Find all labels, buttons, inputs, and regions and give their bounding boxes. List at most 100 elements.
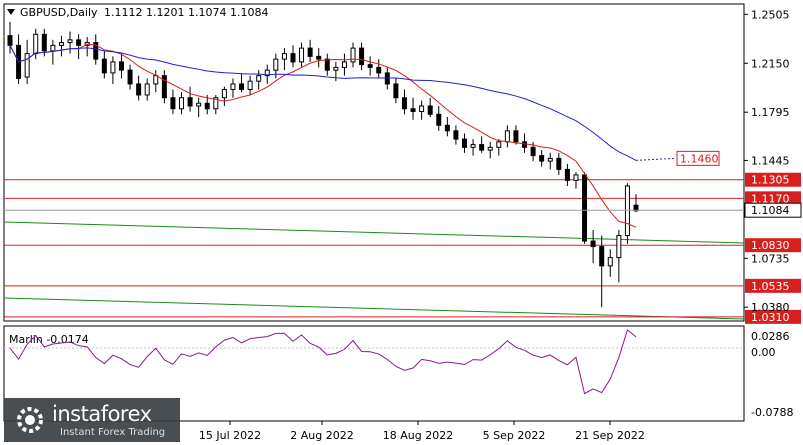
indicator-panel-frame	[3, 325, 745, 422]
x-tick-label-2: 18 Aug 2022	[383, 429, 453, 442]
candle-body	[616, 235, 622, 259]
candle-body	[547, 157, 553, 162]
candle-body	[333, 66, 339, 71]
indicator-line	[9, 329, 637, 395]
indicator-tick-zero: 0.00	[751, 346, 776, 359]
candle-body	[624, 185, 630, 237]
candle-body	[170, 97, 176, 110]
x-tick-label-4: 21 Sep 2022	[575, 429, 645, 442]
candle-body	[564, 168, 570, 181]
candle-body	[393, 83, 399, 99]
candle-body	[410, 108, 416, 113]
candle-body	[264, 69, 270, 77]
candle-body	[299, 47, 305, 63]
candle-body	[359, 47, 365, 66]
candle-body	[221, 88, 227, 99]
current-price-box	[744, 202, 802, 218]
candle-body	[316, 55, 322, 60]
candle-body	[187, 97, 193, 107]
candle-body	[204, 102, 210, 110]
candle-body	[33, 33, 39, 55]
level-label-2: 1.0830	[751, 239, 790, 252]
candle-body	[479, 144, 485, 151]
ma-blue-label: 1.1460	[680, 152, 719, 165]
candle-body	[376, 66, 382, 74]
candle-body	[290, 53, 296, 63]
candle-body	[230, 83, 236, 90]
watermark-brand: instaforex	[52, 402, 152, 426]
x-tick-label-1: 2 Aug 2022	[290, 429, 353, 442]
candle-body	[496, 141, 502, 148]
ma-blue-label-box	[676, 150, 720, 166]
level-label-box-4	[745, 309, 801, 324]
indicator-tick-bottom: -0.0788	[751, 406, 793, 419]
candle-body	[556, 157, 562, 170]
level-label-box-3	[745, 278, 801, 293]
y-tick-label-5: 1.0735	[751, 252, 790, 265]
candle-body	[590, 240, 596, 248]
level-label-3: 1.0535	[751, 280, 790, 293]
candle-body	[50, 44, 56, 52]
green-trendline-lower	[3, 297, 745, 320]
candle-body	[127, 69, 133, 85]
instaforex-watermark: instaforex Instant Forex Trading	[4, 398, 180, 442]
candle-body	[24, 53, 30, 78]
current-price-label: 1.1084	[751, 204, 790, 217]
candle-body	[67, 39, 73, 44]
candle-body	[179, 97, 185, 110]
candle-body	[161, 75, 167, 99]
candle-body	[470, 144, 476, 148]
level-label-box-1	[745, 191, 801, 206]
instaforex-logo-icon	[17, 407, 43, 433]
candle-body	[247, 80, 253, 90]
candle-body	[350, 47, 356, 63]
candle-body	[461, 138, 467, 148]
candle-body	[273, 58, 279, 71]
candle-body	[118, 61, 124, 71]
candle-body	[213, 97, 219, 110]
x-tick-label-0: 15 Jul 2022	[199, 429, 261, 442]
candle-body	[93, 42, 99, 60]
candle-body	[256, 75, 262, 82]
symbol-dropdown-icon	[7, 9, 15, 15]
symbol-label: GBPUSD,Daily	[20, 6, 98, 19]
y-tick-label-1: 1.2150	[751, 57, 790, 70]
price-panel-frame	[3, 3, 745, 322]
candle-body	[582, 174, 588, 242]
indicator-label: Marlin -0.0174	[9, 333, 89, 346]
candle-body	[101, 58, 107, 74]
y-tick-label-6: 1.0380	[751, 301, 790, 314]
ohlc-values: 1.1112 1.1201 1.1074 1.1084	[104, 6, 268, 19]
y-tick-label-2: 1.1795	[751, 106, 790, 119]
candle-body	[487, 146, 493, 151]
candle-body	[41, 33, 47, 52]
candle-body	[427, 105, 433, 115]
candle-body	[401, 97, 407, 110]
candle-body	[513, 130, 519, 143]
candle-body	[281, 53, 287, 60]
watermark-subtitle: Instant Forex Trading	[60, 427, 166, 438]
level-label-4: 1.0310	[751, 311, 790, 324]
x-tick-label-3: 5 Sep 2022	[483, 429, 546, 442]
candle-body	[136, 83, 142, 96]
level-label-box-2	[745, 238, 801, 253]
candle-body	[633, 204, 639, 212]
candle-body	[324, 58, 330, 71]
candle-body	[504, 130, 510, 143]
indicator-tick-top: 0.0286	[751, 330, 790, 343]
y-tick-label-3: 1.1445	[751, 154, 790, 167]
candle-body	[444, 124, 450, 132]
candle-body	[367, 64, 373, 68]
y-tick-label-0: 1.2505	[751, 8, 790, 21]
level-label-0: 1.1305	[751, 174, 790, 187]
candle-body	[599, 246, 605, 267]
candle-body	[453, 130, 459, 140]
candle-body	[110, 61, 116, 74]
green-trendline-upper	[3, 221, 745, 244]
ma-blue-projection	[635, 157, 676, 161]
candle-body	[58, 42, 64, 46]
candle-body	[522, 141, 528, 148]
candle-body	[76, 39, 82, 46]
candle-body	[607, 257, 613, 267]
